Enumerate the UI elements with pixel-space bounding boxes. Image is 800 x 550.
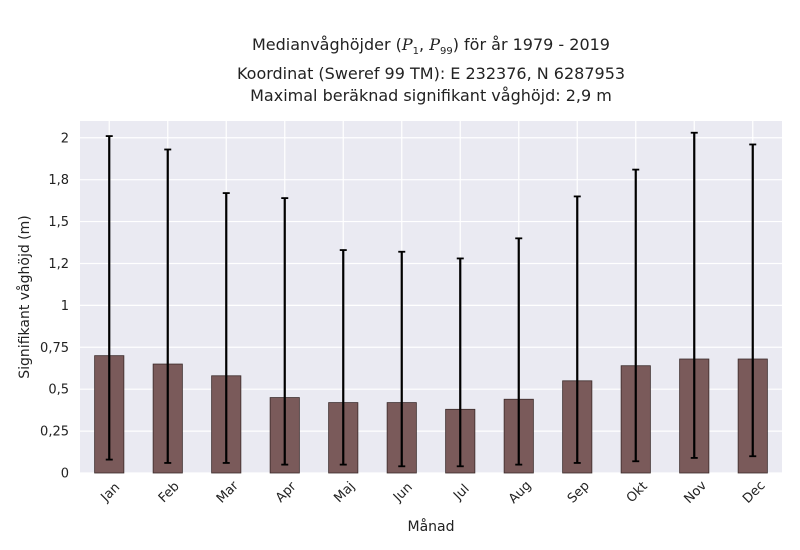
y-tick-label: 1,8 [48,173,69,188]
y-tick-label: 0,5 [48,383,69,398]
x-tick-label-jul: Jul [450,482,472,504]
x-tick-label-feb: Feb [156,479,183,506]
x-tick-label-mar: Mar [214,478,242,506]
plot-area [80,121,782,473]
x-tick-label-apr: Apr [273,479,300,506]
y-tick-label: 0,25 [40,425,69,440]
x-tick-labels: Jan Feb Mar Apr Maj Jun Jul Aug Sep Okt Nov Dec [98,478,769,507]
error-bar-jan [105,135,113,461]
y-tick-label: 1,5 [48,215,69,230]
error-bar-nov [690,131,698,459]
title-line-2: Koordinat (Sweref 99 TM): E 232376, N 62… [236,64,626,84]
y-tick-label: 0,75 [40,341,69,356]
x-tick-label-jun: Jun [390,480,416,506]
x-axis-label: Månad [408,518,455,535]
x-tick-label-aug: Aug [506,478,535,507]
x-tick-label-nov: Nov [682,478,711,507]
x-tick-label-sep: Sep [565,479,593,507]
error-bar-mar [222,192,230,464]
title-line-3: Maximal beräknad signifikant våghöjd: 2,… [250,86,612,106]
y-tick-label: 1,2 [48,257,69,272]
error-bar-apr [281,197,289,466]
x-tick-label-jan: Jan [98,480,123,505]
error-bar-okt [632,168,640,463]
y-tick-label: 2 [61,131,69,146]
error-bar-dec [749,143,757,458]
error-bar-jun [398,250,406,468]
chart-title: Medianvåghöjder (P1, P99) för år 1979 - … [80,34,782,107]
title-line-1: Medianvåghöjder (P1, P99) för år 1979 - … [252,35,610,58]
y-tick-labels: 0 0,25 0,5 0,75 1 1,2 1,5 1,8 2 [40,131,69,481]
x-tick-label-maj: Maj [331,479,358,506]
error-bar-jul [456,257,464,468]
error-bars [105,131,757,468]
error-bar-aug [515,237,523,466]
y-axis-label: Signifikant våghöjd (m) [16,215,33,378]
error-bar-sep [573,195,581,464]
x-tick-label-dec: Dec [740,478,768,506]
x-tick-label-okt: Okt [624,479,651,506]
error-bar-maj [339,249,347,466]
error-bar-feb [164,148,172,464]
y-tick-label: 1 [61,299,69,314]
y-tick-label: 0 [61,467,69,482]
